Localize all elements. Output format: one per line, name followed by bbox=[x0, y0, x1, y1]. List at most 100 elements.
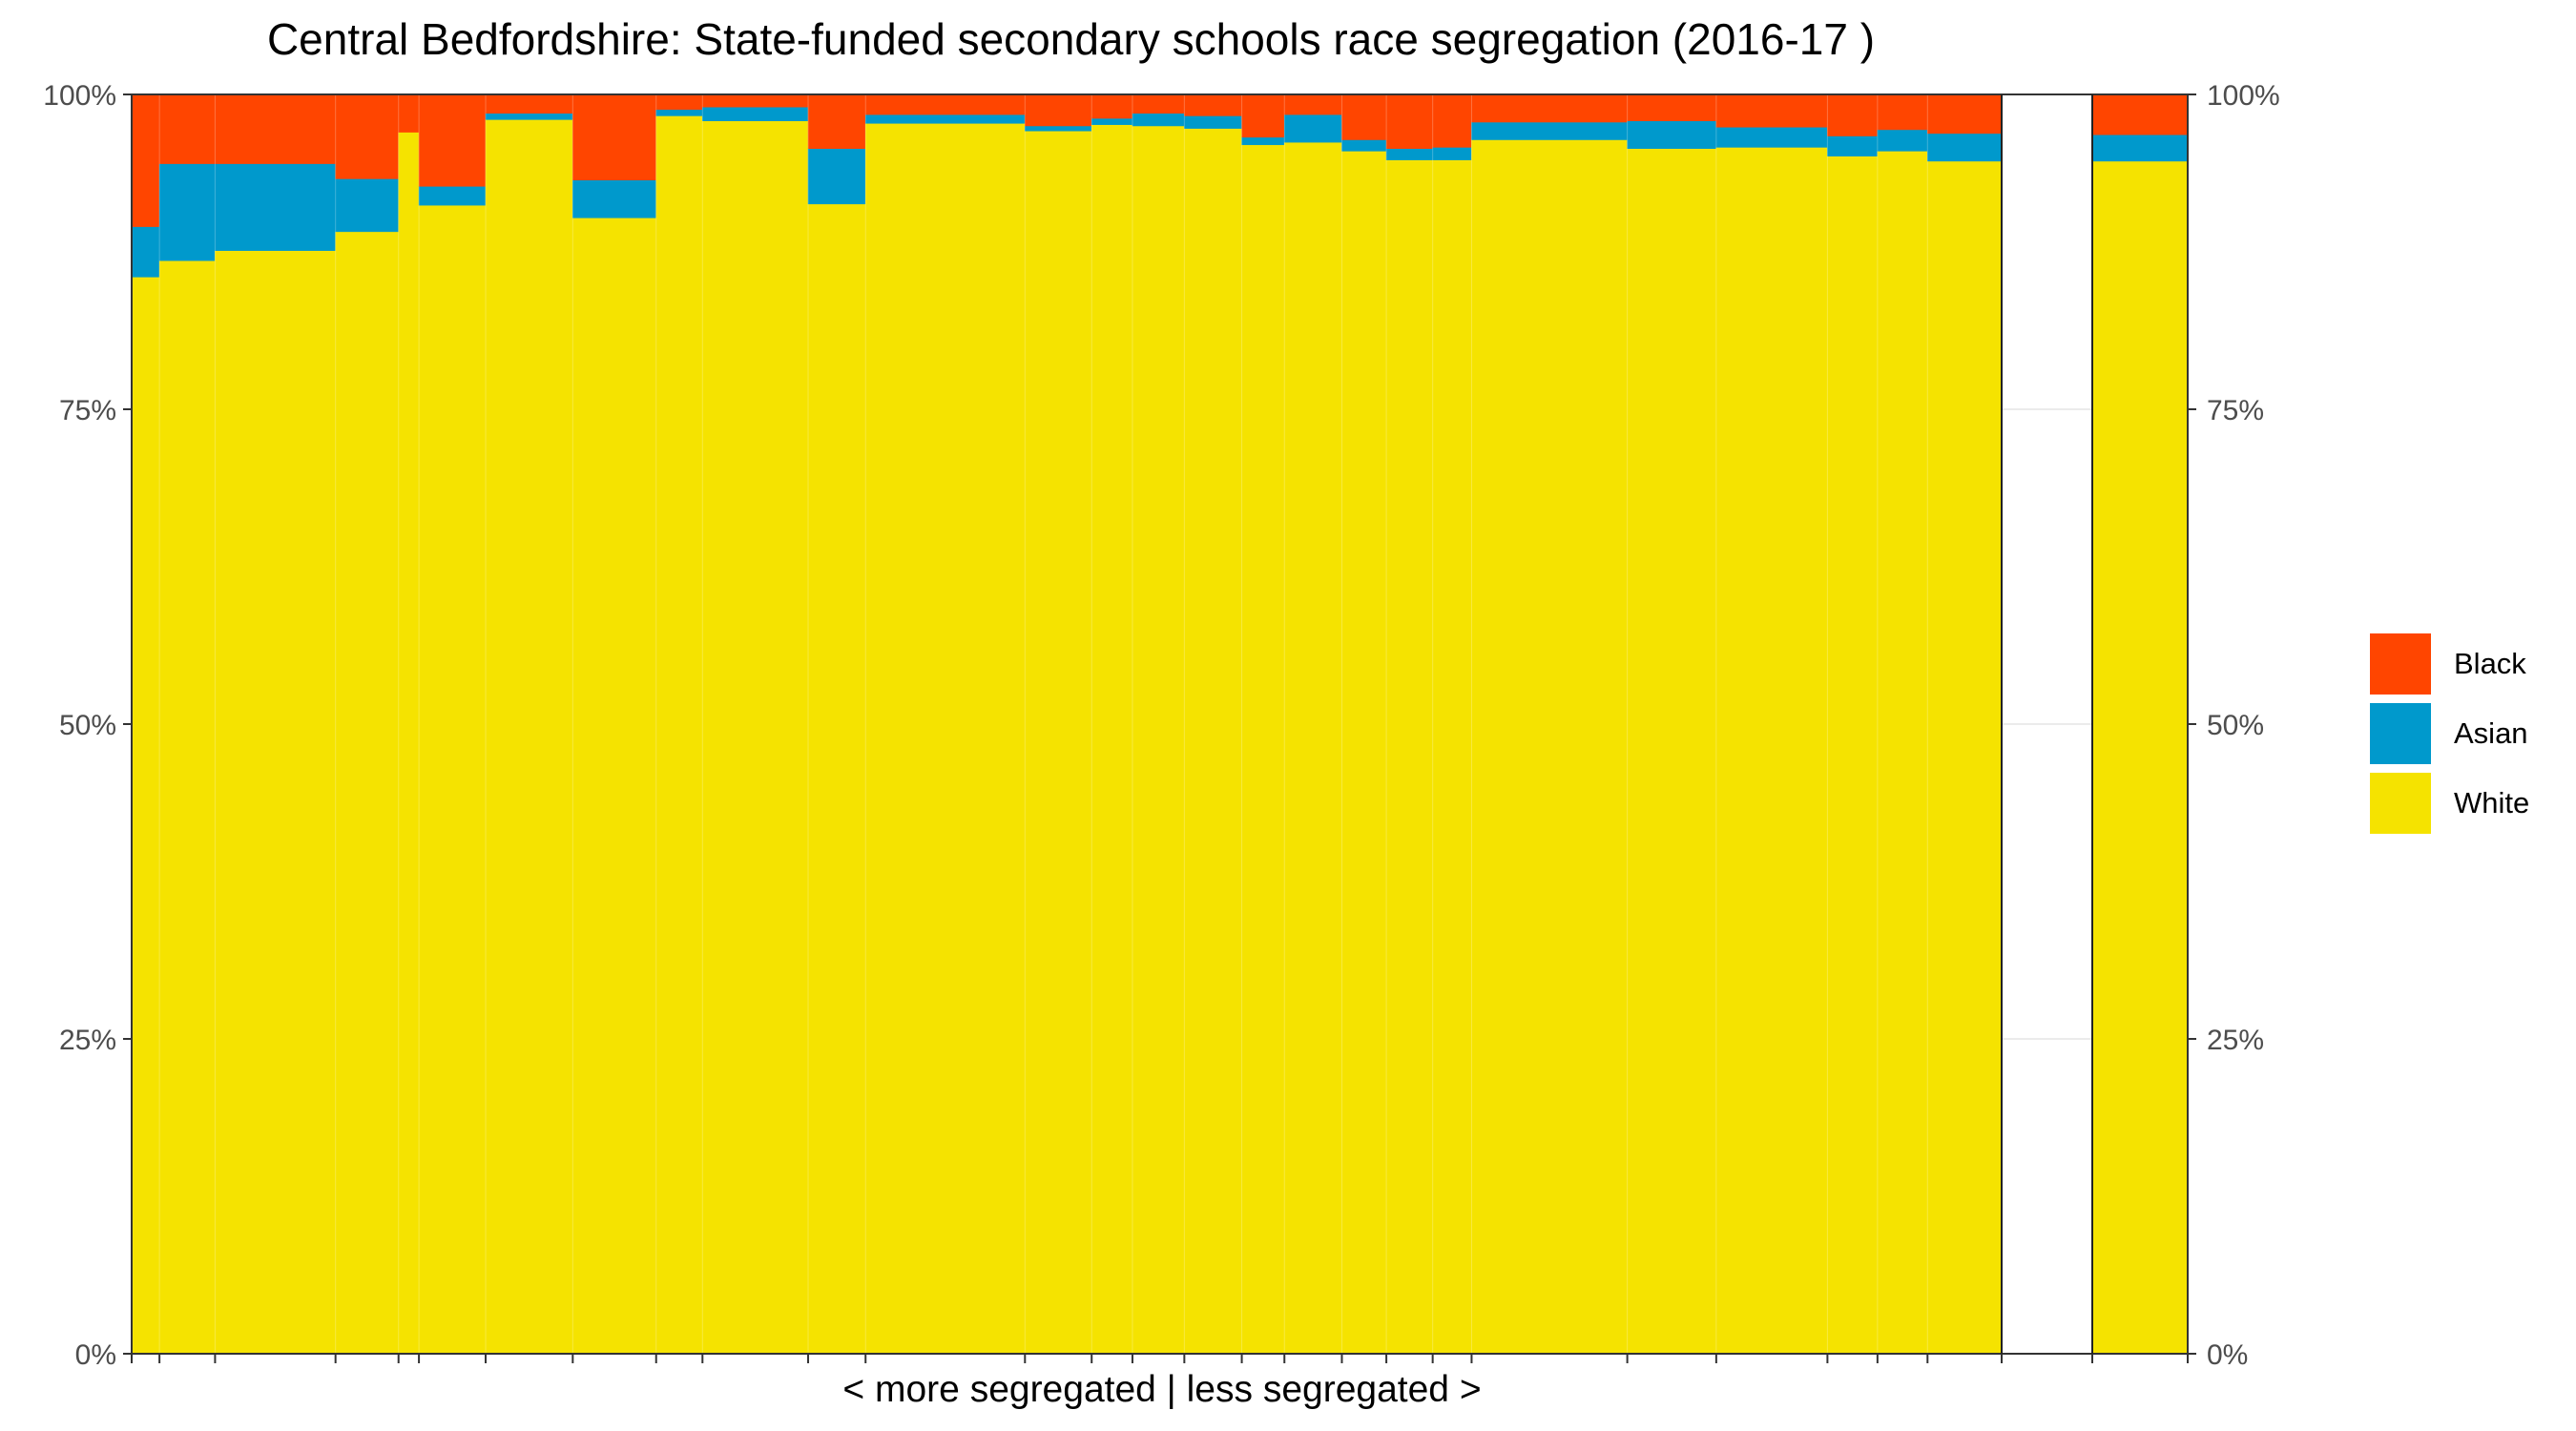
y-tick-label-left: 25% bbox=[59, 1025, 116, 1056]
legend-key-white bbox=[2370, 773, 2431, 834]
bar-segment-black-5 bbox=[398, 93, 420, 133]
bar-segment-white-7 bbox=[485, 119, 573, 1355]
bar-segment-asian-4 bbox=[335, 178, 399, 233]
bar-segment-white-18 bbox=[1283, 141, 1342, 1355]
x-axis-title: < more segregated | less segregated > bbox=[842, 1369, 1482, 1410]
bar-segment-asian-13 bbox=[1025, 125, 1092, 132]
bar-segment-black-summary bbox=[2091, 93, 2189, 135]
bar-segment-white-12 bbox=[864, 123, 1026, 1355]
bar-segment-white-15 bbox=[1132, 125, 1185, 1355]
bar-segment-asian-11 bbox=[807, 148, 866, 205]
bar-segment-black-10 bbox=[702, 93, 809, 108]
legend-item-asian: Asian bbox=[2370, 703, 2561, 773]
bar-segment-black-24 bbox=[1715, 93, 1828, 128]
bar-segment-asian-1 bbox=[131, 226, 160, 278]
bar-segment-black-11 bbox=[807, 93, 866, 150]
bar-segment-white-23 bbox=[1627, 148, 1717, 1355]
bar-segment-asian-21 bbox=[1432, 147, 1472, 160]
bar-segment-asian-7 bbox=[485, 113, 573, 120]
bar-segment-asian-12 bbox=[864, 114, 1026, 124]
legend-label-black: Black bbox=[2454, 647, 2526, 680]
bar-segment-black-25 bbox=[1827, 93, 1879, 136]
bar-segment-white-2 bbox=[158, 259, 216, 1355]
y-tick-label-right: 100% bbox=[2207, 80, 2280, 112]
bar-segment-white-22 bbox=[1471, 139, 1628, 1355]
bar-segment-black-22 bbox=[1471, 93, 1628, 123]
bar-segment-asian-16 bbox=[1184, 115, 1242, 129]
legend: Black Asian White bbox=[2370, 633, 2561, 842]
bar-segment-asian-18 bbox=[1283, 114, 1342, 143]
bar-segment-asian-23 bbox=[1627, 120, 1717, 150]
bar-segment-black-2 bbox=[158, 93, 216, 164]
bar-segment-white-3 bbox=[215, 250, 336, 1355]
bar-segment-black-21 bbox=[1432, 93, 1472, 148]
bar-segment-black-19 bbox=[1341, 93, 1387, 140]
bar-segment-white-9 bbox=[655, 115, 703, 1355]
bar-segment-asian-20 bbox=[1385, 148, 1433, 160]
bar-segment-asian-26 bbox=[1877, 129, 1928, 152]
bar-segment-black-12 bbox=[864, 93, 1026, 115]
bar-segment-white-17 bbox=[1241, 144, 1285, 1355]
bar-segment-asian-22 bbox=[1471, 121, 1628, 140]
y-tick-label-left: 75% bbox=[59, 395, 116, 426]
bar-segment-black-8 bbox=[572, 93, 656, 181]
y-tick-label-left: 0% bbox=[75, 1339, 116, 1371]
bar-segment-white-16 bbox=[1184, 128, 1242, 1355]
bar-segment-asian-summary bbox=[2091, 134, 2189, 162]
bar-segment-black-15 bbox=[1132, 93, 1185, 114]
bar-segment-black-16 bbox=[1184, 93, 1242, 116]
bar-segment-white-14 bbox=[1091, 124, 1133, 1355]
bar-segment-white-25 bbox=[1827, 156, 1879, 1355]
bar-segment-asian-17 bbox=[1241, 136, 1285, 146]
legend-key-black bbox=[2370, 633, 2431, 695]
bar-segment-white-24 bbox=[1715, 147, 1828, 1355]
y-tick-label-right: 50% bbox=[2207, 710, 2264, 741]
bar-segment-white-19 bbox=[1341, 151, 1387, 1355]
bar-segment-asian-15 bbox=[1132, 113, 1185, 127]
bar-segment-asian-19 bbox=[1341, 139, 1387, 152]
bars-layer bbox=[131, 93, 2189, 1355]
bar-segment-white-13 bbox=[1025, 131, 1092, 1355]
bar-segment-white-21 bbox=[1432, 159, 1472, 1355]
bar-segment-asian-8 bbox=[572, 179, 656, 218]
bar-segment-white-6 bbox=[418, 204, 487, 1355]
bar-segment-white-4 bbox=[335, 231, 399, 1355]
legend-item-black: Black bbox=[2370, 633, 2561, 703]
bar-segment-black-14 bbox=[1091, 93, 1133, 119]
bar-segment-white-8 bbox=[572, 218, 656, 1355]
bar-segment-black-17 bbox=[1241, 93, 1285, 138]
bar-segment-asian-6 bbox=[418, 186, 487, 206]
bar-segment-black-9 bbox=[655, 93, 703, 111]
y-tick-label-right: 75% bbox=[2207, 395, 2264, 426]
legend-key-asian bbox=[2370, 703, 2431, 764]
bar-segment-white-10 bbox=[702, 120, 809, 1355]
bar-segment-black-3 bbox=[215, 93, 336, 164]
legend-label-white: White bbox=[2454, 786, 2530, 819]
bar-segment-asian-3 bbox=[215, 163, 336, 251]
bar-segment-white-1 bbox=[131, 277, 160, 1355]
y-tick-label-left: 100% bbox=[43, 80, 116, 112]
bar-segment-black-20 bbox=[1385, 93, 1433, 150]
bar-segment-asian-14 bbox=[1091, 117, 1133, 125]
bar-segment-asian-25 bbox=[1827, 135, 1879, 156]
axis-layer: 0% 0% 25% 25% 50% 50% 75% 75% 100% 100% bbox=[43, 80, 2279, 1371]
legend-item-white: White bbox=[2370, 773, 2561, 842]
legend-label-asian: Asian bbox=[2454, 716, 2528, 750]
bar-segment-black-6 bbox=[418, 93, 487, 187]
bar-segment-white-summary bbox=[2091, 160, 2189, 1355]
chart-title: Central Bedfordshire: State-funded secon… bbox=[266, 14, 1876, 64]
y-tick-label-right: 25% bbox=[2207, 1025, 2264, 1056]
bar-segment-asian-2 bbox=[158, 163, 216, 261]
bar-segment-black-23 bbox=[1627, 93, 1717, 121]
bar-segment-black-27 bbox=[1927, 93, 2003, 135]
bar-segment-black-18 bbox=[1283, 93, 1342, 115]
bar-segment-white-11 bbox=[807, 203, 866, 1355]
bar-segment-white-5 bbox=[398, 132, 420, 1355]
bar-segment-white-20 bbox=[1385, 159, 1433, 1355]
bar-segment-black-13 bbox=[1025, 93, 1092, 127]
y-tick-label-left: 50% bbox=[59, 710, 116, 741]
bar-segment-asian-10 bbox=[702, 106, 809, 121]
y-tick-label-right: 0% bbox=[2207, 1339, 2248, 1371]
